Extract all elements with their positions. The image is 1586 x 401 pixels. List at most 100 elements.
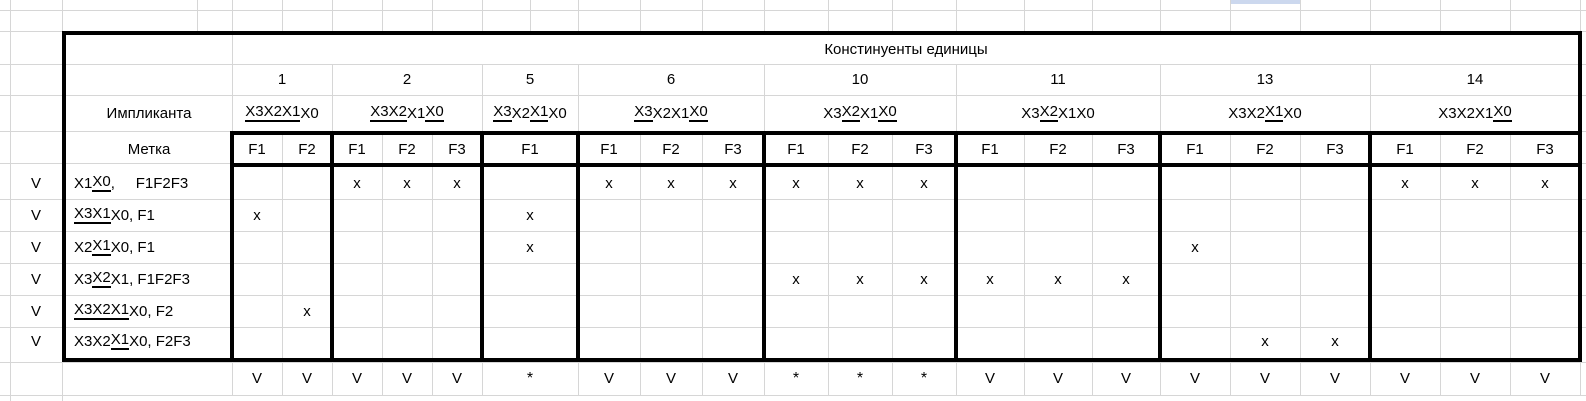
coverage-x-mark[interactable]: x [453, 174, 461, 192]
grid-line [1230, 0, 1231, 31]
coverage-x-mark[interactable]: x [920, 270, 928, 288]
constituent-number[interactable]: 2 [402, 71, 412, 88]
constituent-number[interactable]: 11 [1050, 71, 1066, 88]
implicant-row-label[interactable]: X3X2X1 X0, F2 [66, 295, 232, 327]
implicant-row-label[interactable]: X2 X1 X0, F1 [66, 231, 232, 263]
coverage-x-mark[interactable]: x [1541, 174, 1549, 192]
function-label-cell[interactable]: F2 [851, 140, 869, 158]
implicant-row-label[interactable]: X3X1 X0, F1 [66, 199, 232, 231]
function-label-cell[interactable]: F1 [521, 140, 539, 158]
row-check-mark[interactable]: V [30, 238, 41, 256]
function-label-cell[interactable]: F3 [1117, 140, 1135, 158]
coverage-x-mark[interactable]: x [856, 270, 864, 288]
constituent-number[interactable]: 1 [277, 71, 287, 88]
row-check-mark[interactable]: V [30, 302, 41, 320]
function-label-cell[interactable]: F1 [1396, 140, 1414, 158]
row-check-mark[interactable]: V [30, 206, 41, 224]
coverage-x-mark[interactable]: x [667, 174, 675, 192]
column-status-mark[interactable]: * [856, 369, 864, 387]
column-status-mark[interactable]: V [1399, 370, 1410, 387]
function-label-cell[interactable]: F1 [787, 140, 805, 158]
function-label-cell[interactable]: F2 [398, 140, 416, 158]
coverage-x-mark[interactable]: x [856, 174, 864, 192]
column-status-mark[interactable]: V [1259, 370, 1270, 387]
column-status-mark[interactable]: * [920, 369, 928, 387]
function-label-cell[interactable]: F1 [248, 140, 266, 158]
constituent-number[interactable]: 13 [1256, 71, 1274, 88]
column-status-mark[interactable]: V [1120, 370, 1131, 387]
column-status-mark[interactable]: V [251, 370, 262, 387]
function-label-cell[interactable]: F1 [348, 140, 366, 158]
column-status-mark[interactable]: V [301, 370, 312, 387]
function-label-cell[interactable]: F1 [981, 140, 999, 158]
coverage-x-mark[interactable]: x [526, 206, 534, 224]
column-status-mark[interactable]: V [401, 370, 412, 387]
coverage-x-mark[interactable]: x [605, 174, 613, 192]
grid-line [1510, 135, 1511, 395]
implicant-row-label[interactable]: X3 X2 X1, F1F2F3 [66, 263, 232, 295]
coverage-x-mark[interactable]: x [353, 174, 361, 192]
grid-line [1092, 0, 1093, 31]
function-label-cell[interactable]: F3 [915, 140, 933, 158]
column-status-mark[interactable]: V [603, 370, 614, 387]
selected-cell-highlight[interactable] [1230, 0, 1300, 4]
function-label-cell[interactable]: F3 [1536, 140, 1554, 158]
implicant-row-label[interactable]: X1 X0, F1F2F3 [66, 167, 232, 199]
row-check-mark[interactable]: V [30, 270, 41, 288]
column-status-mark[interactable]: V [1189, 370, 1200, 387]
coverage-x-mark[interactable]: x [253, 206, 261, 224]
implicant-row-label[interactable]: X3X2 X1 X0, F2F3 [66, 327, 232, 355]
coverage-x-mark[interactable]: x [1122, 270, 1130, 288]
function-label-cell[interactable]: F3 [1326, 140, 1344, 158]
coverage-x-mark[interactable]: x [1191, 238, 1199, 256]
column-status-mark[interactable]: V [665, 370, 676, 387]
coverage-x-mark[interactable]: x [1331, 332, 1339, 350]
column-status-mark[interactable]: V [451, 370, 462, 387]
row-check-mark[interactable]: V [30, 174, 41, 192]
column-status-mark[interactable]: V [727, 370, 738, 387]
column-status-mark[interactable]: * [526, 369, 534, 387]
column-status-mark[interactable]: V [1329, 370, 1340, 387]
column-status-mark[interactable]: V [984, 370, 995, 387]
function-label-cell[interactable]: F2 [298, 140, 316, 158]
coverage-x-mark[interactable]: x [1261, 332, 1269, 350]
column-status-mark[interactable]: V [1052, 370, 1063, 387]
coverage-x-mark[interactable]: x [920, 174, 928, 192]
constituent-number[interactable]: 10 [851, 71, 869, 88]
function-label-cell[interactable]: F3 [724, 140, 742, 158]
constituent-number[interactable]: 6 [666, 71, 676, 88]
coverage-x-mark[interactable]: x [792, 270, 800, 288]
column-status-mark[interactable]: V [351, 370, 362, 387]
function-label-cell[interactable]: F2 [1466, 140, 1484, 158]
row-check-mark[interactable]: V [30, 332, 41, 350]
column-status-mark[interactable]: V [1539, 370, 1550, 387]
function-label-cell[interactable]: F3 [448, 140, 466, 158]
column-status-mark[interactable]: * [792, 369, 800, 387]
coverage-x-mark[interactable]: x [303, 302, 311, 320]
function-label-cell[interactable]: F1 [600, 140, 618, 158]
coverage-x-mark[interactable]: x [792, 174, 800, 192]
coverage-x-mark[interactable]: x [986, 270, 994, 288]
column-status-mark[interactable]: V [1469, 370, 1480, 387]
coverage-x-mark[interactable]: x [403, 174, 411, 192]
function-label-cell[interactable]: F1 [1186, 140, 1204, 158]
function-label-cell[interactable]: F2 [1049, 140, 1067, 158]
function-label-cell[interactable]: F2 [1256, 140, 1274, 158]
coverage-x-mark[interactable]: x [526, 238, 534, 256]
coverage-x-mark[interactable]: x [1471, 174, 1479, 192]
constituent-number[interactable]: 14 [1466, 71, 1484, 88]
function-label-cell[interactable]: F2 [662, 140, 680, 158]
coverage-x-mark[interactable]: x [1401, 174, 1409, 192]
constituent-number[interactable]: 5 [525, 71, 535, 88]
coverage-x-mark[interactable]: x [729, 174, 737, 192]
coverage-x-mark[interactable]: x [1054, 270, 1062, 288]
